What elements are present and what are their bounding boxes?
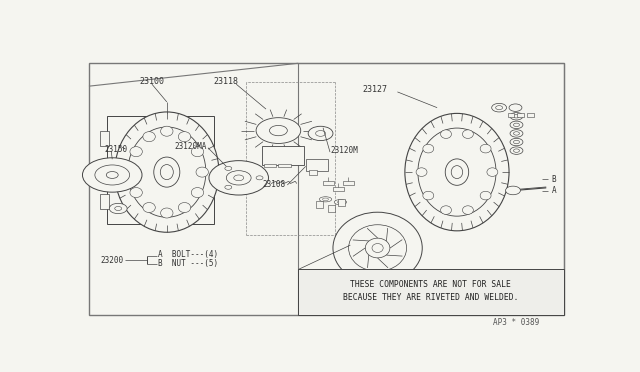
Ellipse shape bbox=[440, 206, 451, 214]
Text: 23120M: 23120M bbox=[330, 146, 358, 155]
Bar bbox=[316, 201, 323, 208]
Text: 23118: 23118 bbox=[214, 77, 239, 86]
Ellipse shape bbox=[179, 132, 191, 142]
Ellipse shape bbox=[196, 167, 209, 177]
Ellipse shape bbox=[423, 191, 434, 200]
Bar bbox=[309, 170, 317, 175]
Text: A  BOLT---(4): A BOLT---(4) bbox=[158, 250, 218, 259]
Circle shape bbox=[83, 158, 142, 192]
Ellipse shape bbox=[440, 130, 451, 138]
Text: 23200: 23200 bbox=[100, 256, 124, 264]
Bar bbox=[306, 159, 328, 171]
Ellipse shape bbox=[463, 130, 474, 138]
Ellipse shape bbox=[191, 147, 204, 157]
Circle shape bbox=[492, 103, 507, 112]
Ellipse shape bbox=[130, 147, 142, 157]
Bar bbox=[328, 205, 335, 212]
Ellipse shape bbox=[179, 202, 191, 212]
Bar bbox=[100, 131, 109, 146]
Circle shape bbox=[269, 125, 287, 136]
Ellipse shape bbox=[191, 187, 204, 198]
Text: THESE COMPONENTS ARE NOT FOR SALE
BECAUSE THEY ARE RIVETED AND WELDED.: THESE COMPONENTS ARE NOT FOR SALE BECAUS… bbox=[343, 279, 518, 302]
Circle shape bbox=[510, 130, 523, 137]
Bar bbox=[264, 164, 276, 167]
Bar bbox=[338, 199, 346, 206]
Bar bbox=[100, 193, 109, 209]
Bar bbox=[89, 63, 564, 315]
Text: 23108: 23108 bbox=[262, 180, 286, 189]
Circle shape bbox=[225, 166, 232, 170]
Ellipse shape bbox=[334, 200, 347, 205]
Text: B: B bbox=[552, 175, 556, 184]
Circle shape bbox=[95, 165, 130, 185]
Circle shape bbox=[225, 185, 232, 189]
Circle shape bbox=[510, 121, 523, 129]
Bar bbox=[323, 181, 334, 185]
Ellipse shape bbox=[115, 112, 219, 232]
Ellipse shape bbox=[130, 187, 142, 198]
Ellipse shape bbox=[418, 128, 496, 216]
Ellipse shape bbox=[480, 191, 491, 200]
Text: 23127: 23127 bbox=[363, 84, 388, 93]
Circle shape bbox=[256, 118, 301, 144]
Text: A: A bbox=[552, 186, 556, 195]
Circle shape bbox=[510, 147, 523, 154]
Ellipse shape bbox=[143, 132, 156, 142]
Ellipse shape bbox=[161, 126, 173, 136]
Bar bbox=[518, 113, 524, 117]
Ellipse shape bbox=[143, 202, 156, 212]
Text: 23100: 23100 bbox=[140, 77, 164, 86]
Ellipse shape bbox=[480, 144, 491, 153]
Ellipse shape bbox=[128, 127, 206, 217]
Ellipse shape bbox=[416, 168, 427, 176]
Circle shape bbox=[227, 171, 251, 185]
Ellipse shape bbox=[463, 206, 474, 214]
Ellipse shape bbox=[349, 225, 406, 271]
Circle shape bbox=[308, 126, 333, 141]
Bar bbox=[508, 113, 515, 117]
Bar bbox=[108, 116, 214, 224]
Circle shape bbox=[106, 171, 118, 179]
Text: 23120MA: 23120MA bbox=[174, 142, 207, 151]
Ellipse shape bbox=[319, 197, 332, 202]
Bar bbox=[298, 269, 564, 315]
Ellipse shape bbox=[125, 167, 138, 177]
Bar bbox=[343, 181, 354, 185]
Text: 23150: 23150 bbox=[105, 145, 128, 154]
Ellipse shape bbox=[161, 208, 173, 218]
Bar bbox=[527, 113, 534, 117]
Ellipse shape bbox=[333, 212, 422, 284]
Bar bbox=[333, 187, 344, 191]
Bar bbox=[262, 146, 304, 165]
Circle shape bbox=[256, 176, 263, 180]
Circle shape bbox=[510, 112, 523, 120]
Circle shape bbox=[109, 203, 127, 214]
Circle shape bbox=[510, 138, 523, 146]
Ellipse shape bbox=[423, 144, 434, 153]
Text: AP3 * 0389: AP3 * 0389 bbox=[493, 318, 540, 327]
Circle shape bbox=[509, 104, 522, 111]
Circle shape bbox=[209, 161, 269, 195]
Circle shape bbox=[506, 186, 520, 195]
Ellipse shape bbox=[487, 168, 498, 176]
Ellipse shape bbox=[405, 113, 509, 231]
Bar bbox=[278, 164, 291, 167]
Text: B  NUT ---(5): B NUT ---(5) bbox=[158, 259, 218, 268]
